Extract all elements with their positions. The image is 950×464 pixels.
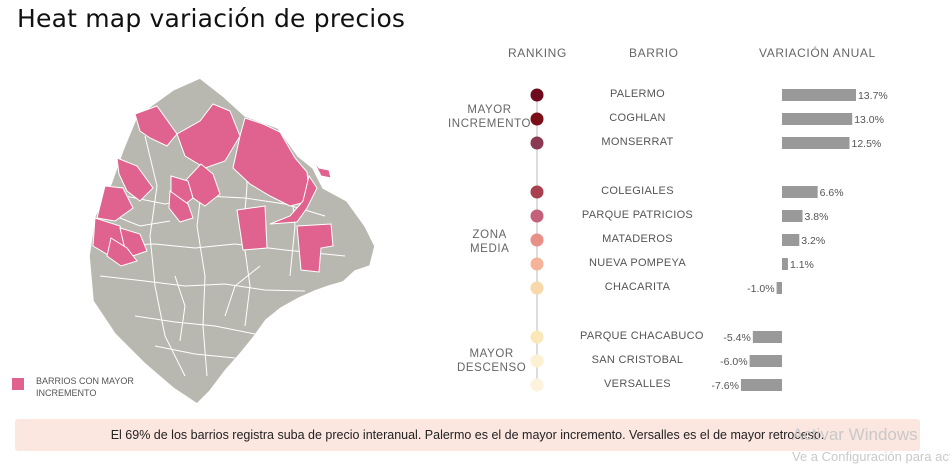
variation-bar	[752, 331, 782, 343]
variation-bar	[782, 113, 853, 125]
group-label-mayor-incremento: MAYOR INCREMENTO	[448, 104, 532, 130]
group-label-mayor-descenso: MAYOR DESCENSO	[457, 348, 527, 374]
variation-value-label: -5.4%	[723, 332, 750, 344]
ranking-dot	[530, 88, 544, 102]
barrio-label: PARQUE PATRICIOS	[581, 209, 694, 221]
variation-bar	[782, 186, 818, 198]
windows-watermark: Activar Windows	[792, 425, 918, 444]
header-ranking: RANKING	[508, 46, 567, 60]
ranking-dot	[530, 354, 544, 368]
variation-bar	[782, 89, 856, 101]
barrio-label: MONSERRAT	[601, 136, 674, 148]
barrio-label: PALERMO	[609, 88, 666, 100]
barrio-label: NUEVA POMPEYA	[588, 257, 687, 269]
variation-bar	[782, 210, 803, 222]
barrio-label: CHACARITA	[604, 281, 671, 293]
variation-bar	[749, 355, 782, 367]
highlighted-district	[296, 223, 334, 273]
ranking-dot	[530, 330, 544, 344]
variation-value-label: -6.0%	[720, 356, 747, 368]
ranking-dot	[530, 281, 544, 295]
barrio-label: COGHLAN	[609, 112, 666, 124]
district-border	[144, 135, 186, 377]
highlighted-district	[96, 185, 134, 222]
district-border	[154, 345, 236, 359]
district-border	[224, 265, 261, 317]
variation-value-label: 3.8%	[805, 211, 829, 223]
ranking-dot	[530, 136, 544, 150]
variation-bar	[776, 282, 782, 294]
ranking-dot	[530, 209, 544, 223]
page-title: Heat map variación de precios	[17, 4, 406, 33]
district-border	[174, 275, 186, 342]
variation-value-label: 13.0%	[854, 114, 884, 126]
variation-bar	[782, 234, 800, 246]
barrio-label: VERSALLES	[604, 378, 671, 390]
district-border	[104, 243, 346, 257]
highlighted-district	[236, 205, 268, 251]
ranking-dot	[530, 233, 544, 247]
variation-value-label: 3.2%	[801, 235, 825, 247]
header-variacion: VARIACIÓN ANUAL	[759, 46, 876, 60]
header-barrio: BARRIO	[629, 46, 679, 60]
legend-label: BARRIOS CON MAYOR INCREMENTO	[36, 376, 134, 398]
highlighted-district	[106, 237, 138, 267]
variation-value-label: -1.0%	[747, 283, 774, 295]
ranking-chart: 13.7% 13.0% 12.5% 6.6% 3.8% 3.2% 1.1% -1.0% -5.4…	[530, 88, 888, 392]
highlighted-district	[116, 157, 154, 202]
district-border	[114, 215, 171, 227]
variation-value-label: -7.6%	[712, 380, 739, 392]
highlighted-district	[134, 105, 178, 147]
variation-bar	[782, 137, 850, 149]
variation-bar	[782, 258, 788, 270]
windows-watermark-subtitle: Ve a Configuración para activar Windows.	[792, 449, 950, 464]
summary-banner: El 69% de los barrios registra suba de p…	[15, 419, 920, 451]
ranking-dot	[530, 257, 544, 271]
variation-value-label: 13.7%	[858, 90, 888, 102]
highlighted-district	[168, 190, 194, 223]
variation-value-label: 12.5%	[852, 138, 882, 150]
city-heat-map	[88, 77, 376, 405]
district-border	[134, 315, 256, 335]
barrio-label: PARQUE CHACABUCO	[580, 330, 704, 342]
legend-swatch	[12, 378, 24, 390]
map-outline	[88, 77, 376, 405]
barrio-label: COLEGIALES	[601, 185, 674, 197]
variation-value-label: 6.6%	[820, 187, 844, 199]
variation-value-label: 1.1%	[790, 259, 814, 271]
highlighted-district	[269, 174, 318, 225]
ranking-dot	[530, 112, 544, 126]
group-label-zona-media: ZONA MEDIA	[470, 229, 510, 255]
variation-bar	[740, 379, 782, 391]
map-legend: BARRIOS CON MAYOR INCREMENTO	[12, 375, 156, 399]
ranking-dot	[530, 378, 544, 392]
highlighted-district	[312, 159, 332, 179]
ranking-dot	[530, 185, 544, 199]
barrio-label: SAN CRISTOBAL	[591, 354, 684, 366]
barrio-label: MATADEROS	[602, 233, 673, 245]
